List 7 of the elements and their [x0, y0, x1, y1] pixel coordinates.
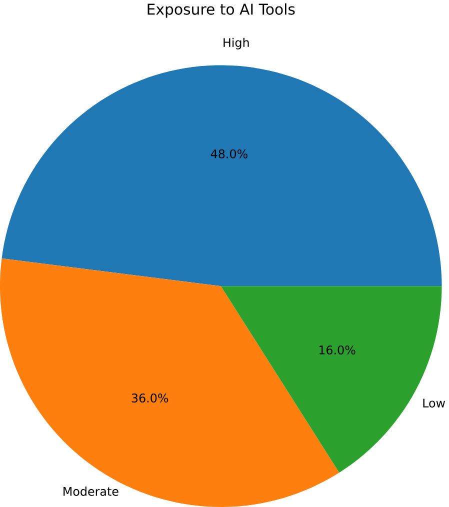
slice-label: High — [224, 38, 249, 50]
chart-title: Exposure to AI Tools — [148, 3, 295, 18]
data-label: 36.0% — [132, 394, 168, 403]
data-label: 48.0% — [210, 149, 248, 158]
data-label: 16.0% — [320, 345, 356, 354]
slice-label: Moderate — [64, 486, 118, 496]
slice-label: Low — [423, 398, 446, 408]
